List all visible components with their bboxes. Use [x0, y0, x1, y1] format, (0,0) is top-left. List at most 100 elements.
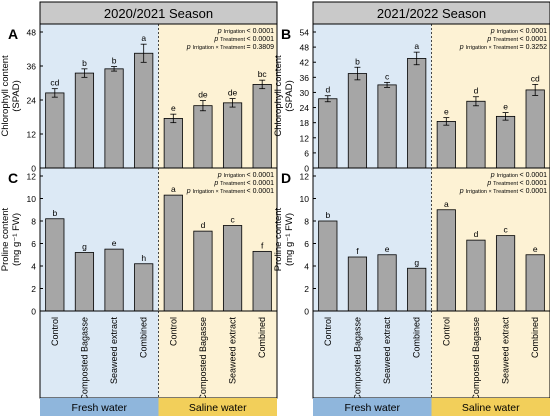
- significance-letter: g: [82, 242, 87, 252]
- category-label: Composted Bagasse: [198, 317, 208, 401]
- significance-letter: e: [503, 102, 508, 112]
- y-tick-label: 2: [31, 284, 36, 294]
- p-value: < 0.0001: [247, 180, 275, 187]
- p-symbol: p: [486, 36, 493, 43]
- category-label: Seaweed extract: [382, 317, 392, 385]
- bar-4: [407, 267, 427, 312]
- bar-7: [495, 115, 516, 169]
- fresh-water-label-left: Fresh water: [72, 402, 128, 414]
- bar-2: [74, 72, 95, 169]
- y-tick-label: 10: [27, 194, 37, 204]
- y-tick-label: 0: [304, 164, 309, 174]
- p-symbol: p: [490, 28, 497, 35]
- p-value: < 0.0001: [520, 180, 548, 187]
- season-header-left: 2020/2021 Season: [104, 6, 213, 21]
- bar-5: [163, 118, 183, 169]
- bar-5: [436, 209, 456, 312]
- y-axis-label-line: (mg g⁻¹ FW): [11, 213, 22, 266]
- p-value: < 0.0001: [247, 188, 275, 195]
- category-labels-left: Control Composted Bagasse Seaweed extract C…: [39, 310, 278, 401]
- bar-4: [134, 52, 154, 169]
- significance-letter: b: [112, 56, 117, 66]
- p-symbol: p: [213, 36, 220, 43]
- p-value: < 0.0001: [247, 36, 275, 43]
- y-tick-label: 8: [304, 217, 309, 227]
- significance-letter: a: [141, 33, 146, 43]
- bar-8: [252, 84, 272, 169]
- bar-6: [193, 105, 213, 169]
- y-axis-label: Chlorophyll content(SPAD): [273, 55, 295, 137]
- category-label: Combined: [139, 317, 149, 358]
- p-subscript: Treatment: [493, 181, 519, 187]
- y-tick-label: 0: [31, 164, 36, 174]
- y-tick-label: 10: [300, 194, 310, 204]
- significance-letter: a: [171, 184, 176, 194]
- y-tick-label: 8: [31, 217, 36, 227]
- significance-letter: h: [141, 253, 146, 263]
- y-tick-label: 30: [300, 88, 310, 98]
- bar-7: [222, 225, 243, 312]
- bar-3: [377, 254, 397, 312]
- category-labels-right: Control Composted Bagasse Seaweed extract C…: [312, 310, 550, 401]
- y-tick-label: 48: [300, 43, 310, 53]
- p-symbol: p: [213, 180, 220, 187]
- p-subscript: Irrigation: [497, 29, 520, 35]
- p-symbol: p: [490, 172, 497, 179]
- bar-2: [347, 73, 368, 169]
- p-value: = 0.3809: [247, 44, 275, 51]
- p-value: < 0.0001: [247, 28, 275, 35]
- season-header-right: 2021/2022 Season: [377, 6, 486, 21]
- bar-8: [252, 250, 272, 312]
- significance-letter: e: [444, 107, 449, 117]
- y-tick-label: 24: [27, 96, 37, 106]
- p-value-line: p Irrigation × Treatment = 0.3809: [186, 44, 274, 51]
- p-subscript: Treatment: [220, 37, 246, 43]
- bar-5: [436, 121, 456, 169]
- significance-letter: de: [198, 90, 208, 100]
- significance-letter: b: [82, 58, 87, 68]
- p-value-line: p Irrigation < 0.0001: [217, 28, 274, 35]
- y-axis-label-line: Chlorophyll content: [0, 55, 11, 137]
- significance-letter: c: [230, 215, 235, 225]
- panel-a: 0 12 24 36 48 cd b b a e de de bc A Chlorophyll conten…: [0, 23, 278, 174]
- p-value-line: p Irrigation × Treatment = 0.3252: [459, 44, 547, 51]
- significance-letter: b: [52, 208, 57, 218]
- category-label: Combined: [530, 317, 540, 358]
- p-subscript: Irrigation × Treatment: [466, 189, 520, 195]
- bar-6: [466, 239, 486, 312]
- y-tick-label: 2: [304, 284, 309, 294]
- significance-letter: c: [385, 71, 390, 81]
- p-value-line: p Treatment < 0.0001: [486, 36, 547, 43]
- y-tick-label: 0: [304, 307, 309, 317]
- saline-label-region: [431, 311, 550, 398]
- significance-letter: a: [444, 199, 449, 209]
- p-value: < 0.0001: [247, 172, 275, 179]
- panel-letter: D: [281, 170, 291, 186]
- y-axis-label: Proline content(mg g⁻¹ FW): [273, 207, 295, 271]
- category-label: Seaweed extract: [109, 317, 119, 385]
- panel-c: 0 2 4 6 8 10 12 b g e h a d c f C Proline content(mg g⁻¹…: [0, 167, 278, 317]
- bar-2: [74, 252, 95, 312]
- significance-letter: cd: [50, 78, 59, 88]
- category-label: Composted Bagasse: [79, 317, 89, 401]
- p-value-line: p Treatment < 0.0001: [486, 180, 547, 187]
- panel-b: 0 6 12 18 24 30 36 42 48 54 d b c a e d e cd B Chlorophyll …: [273, 23, 550, 174]
- saline-water-band-right: [431, 398, 550, 416]
- saline-water-label-left: Saline water: [189, 402, 247, 414]
- p-subscript: Irrigation × Treatment: [193, 45, 247, 51]
- y-tick-label: 6: [31, 239, 36, 249]
- saline-label-region: [158, 311, 277, 398]
- p-subscript: Irrigation: [224, 173, 247, 179]
- y-tick-label: 4: [304, 262, 309, 272]
- bar-8: [525, 254, 545, 312]
- significance-letter: cd: [531, 73, 540, 83]
- p-symbol: p: [486, 180, 493, 187]
- fresh-label-region: [313, 311, 432, 398]
- significance-letter: e: [533, 244, 538, 254]
- significance-letter: d: [325, 85, 330, 95]
- p-subscript: Irrigation × Treatment: [193, 189, 247, 195]
- p-subscript: Irrigation: [497, 173, 520, 179]
- category-label: Control: [50, 317, 60, 346]
- p-value-line: p Treatment < 0.0001: [213, 180, 274, 187]
